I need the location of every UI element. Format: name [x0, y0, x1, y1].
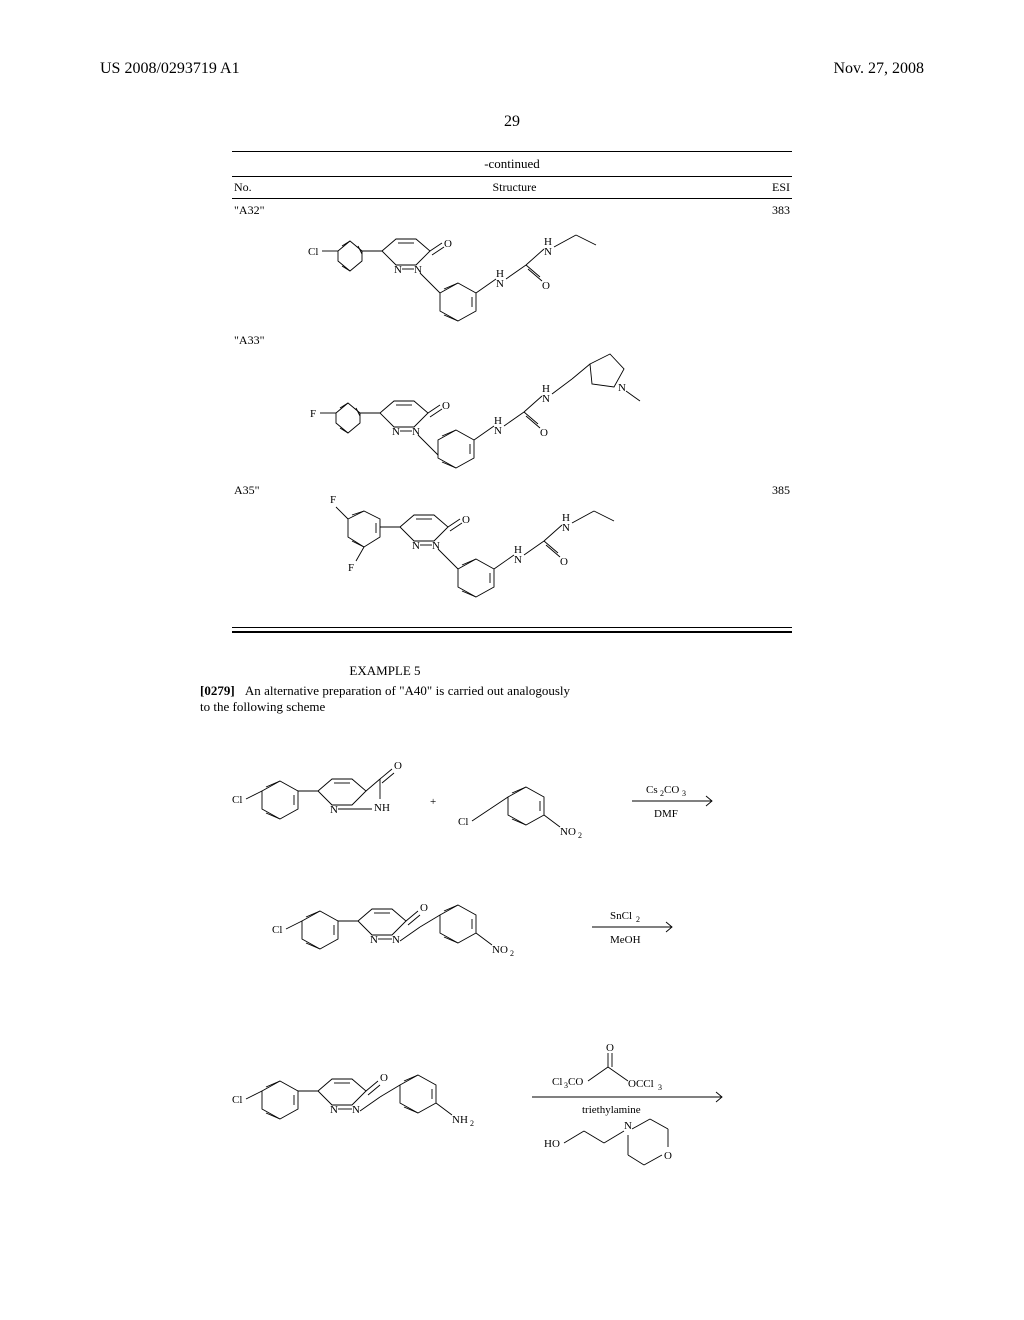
svg-text:DMF: DMF	[654, 808, 678, 820]
svg-text:Cl: Cl	[308, 246, 318, 258]
svg-text:N: N	[412, 540, 420, 552]
col-structure: Structure	[289, 180, 740, 195]
svg-text:N: N	[392, 426, 400, 438]
svg-text:Cl: Cl	[458, 816, 468, 828]
scheme-svg: Cl N O NH + Cl	[232, 729, 792, 1189]
svg-text:MeOH: MeOH	[610, 934, 641, 946]
table-head: No. Structure ESI	[232, 176, 792, 199]
row-a33-esi	[740, 329, 792, 479]
row-a32-no: "A32"	[232, 199, 289, 329]
svg-text:CO: CO	[568, 1076, 583, 1088]
svg-text:N: N	[392, 934, 400, 946]
publication-date: Nov. 27, 2008	[833, 60, 924, 78]
row-a35-esi: 385	[740, 479, 792, 619]
patent-number: US 2008/0293719 A1	[100, 60, 240, 78]
svg-text:O: O	[442, 400, 450, 412]
continued-rule: -continued	[232, 151, 792, 172]
svg-text:F: F	[330, 494, 336, 506]
svg-text:Cl: Cl	[232, 1094, 242, 1106]
svg-text:N: N	[494, 425, 502, 437]
svg-text:Cs: Cs	[646, 784, 658, 796]
structure-a33: F N N O	[300, 329, 730, 479]
svg-text:Cl: Cl	[232, 794, 242, 806]
svg-text:N: N	[330, 804, 338, 816]
paragraph-text: An alternative preparation of "A40" is c…	[200, 683, 570, 714]
svg-text:triethylamine: triethylamine	[582, 1104, 641, 1116]
svg-text:O: O	[606, 1042, 614, 1054]
svg-text:O: O	[444, 238, 452, 250]
svg-text:N: N	[496, 278, 504, 290]
svg-text:O: O	[394, 760, 402, 772]
svg-text:Cl: Cl	[272, 924, 282, 936]
row-a33-structure: F N N O	[289, 329, 740, 479]
svg-text:3: 3	[682, 789, 686, 798]
svg-text:N: N	[330, 1104, 338, 1116]
row-a32-structure: Cl N N O	[289, 199, 740, 329]
structure-a32: Cl N N O	[300, 199, 730, 329]
structure-a35: F F N N O	[300, 479, 730, 619]
table-row: A35" F F N	[232, 479, 792, 619]
svg-text:HO: HO	[544, 1138, 560, 1150]
example-5-block: EXAMPLE 5 [0279] An alternative preparat…	[200, 663, 570, 714]
svg-text:O: O	[380, 1072, 388, 1084]
svg-text:O: O	[560, 556, 568, 568]
row-a33-no: "A33"	[232, 329, 289, 479]
svg-text:CO: CO	[664, 784, 679, 796]
svg-text:N: N	[624, 1120, 632, 1132]
row-a35-structure: F F N N O	[289, 479, 740, 619]
svg-text:O: O	[462, 514, 470, 526]
table-bottom-rule	[232, 627, 792, 633]
svg-text:SnCl: SnCl	[610, 910, 632, 922]
svg-text:2: 2	[636, 915, 640, 924]
continued-label: -continued	[232, 156, 792, 172]
svg-text:N: N	[544, 246, 552, 258]
svg-text:NH: NH	[374, 802, 390, 814]
svg-text:N: N	[394, 264, 402, 276]
svg-text:NO: NO	[560, 826, 576, 838]
table-row: "A32" Cl N N	[232, 199, 792, 329]
svg-text:+: +	[430, 796, 436, 808]
svg-text:NH: NH	[452, 1114, 468, 1126]
svg-text:N: N	[352, 1104, 360, 1116]
svg-text:O: O	[420, 902, 428, 914]
row-a35-no: A35"	[232, 479, 289, 619]
svg-text:N: N	[370, 934, 378, 946]
row-a32-esi: 383	[740, 199, 792, 329]
svg-text:3: 3	[658, 1083, 662, 1092]
col-esi: ESI	[740, 180, 792, 195]
example-title: EXAMPLE 5	[200, 663, 570, 679]
page-root: US 2008/0293719 A1 Nov. 27, 2008 29 -con…	[100, 60, 924, 1189]
svg-text:Cl: Cl	[552, 1076, 562, 1088]
svg-text:N: N	[562, 522, 570, 534]
svg-text:O: O	[540, 427, 548, 439]
col-no: No.	[232, 180, 289, 195]
page-header: US 2008/0293719 A1 Nov. 27, 2008	[100, 60, 924, 78]
svg-text:N: N	[542, 393, 550, 405]
svg-text:N: N	[618, 382, 626, 394]
svg-text:OCCl: OCCl	[628, 1078, 654, 1090]
svg-text:2: 2	[578, 831, 582, 840]
svg-text:N: N	[514, 554, 522, 566]
example-paragraph: [0279] An alternative preparation of "A4…	[200, 683, 570, 714]
svg-text:2: 2	[470, 1119, 474, 1128]
table-row: "A33" F N N O	[232, 329, 792, 479]
paragraph-number: [0279]	[200, 683, 235, 698]
page-number: 29	[100, 113, 924, 131]
continued-table: -continued No. Structure ESI "A32" Cl	[232, 151, 792, 633]
svg-text:O: O	[542, 280, 550, 292]
svg-text:O: O	[664, 1150, 672, 1162]
reaction-scheme: Cl N O NH + Cl	[232, 729, 792, 1189]
svg-text:F: F	[348, 562, 354, 574]
svg-text:2: 2	[510, 949, 514, 958]
svg-text:NO: NO	[492, 944, 508, 956]
svg-text:F: F	[310, 408, 316, 420]
